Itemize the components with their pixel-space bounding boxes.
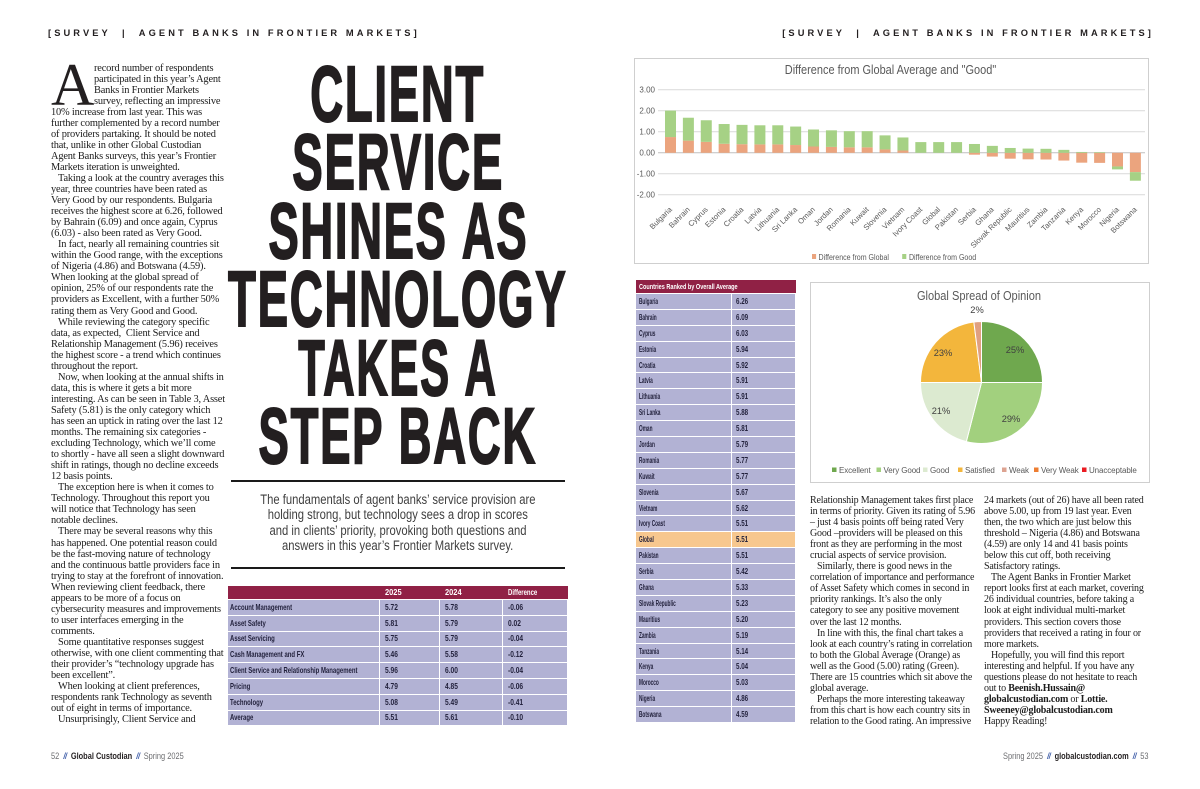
svg-text:Weak: Weak [1009,466,1030,475]
svg-text:Unacceptable: Unacceptable [1089,466,1137,475]
svg-text:3.00: 3.00 [639,85,655,94]
svg-text:0.00: 0.00 [639,148,655,157]
svg-text:21%: 21% [932,406,951,416]
svg-text:25%: 25% [1006,345,1025,355]
svg-text:-1.00: -1.00 [637,169,656,178]
svg-text:Satisfied: Satisfied [965,466,995,475]
svg-text:Good: Good [930,466,949,475]
svg-text:-2.00: -2.00 [637,190,656,199]
svg-text:Very Weak: Very Weak [1041,466,1080,475]
svg-text:2%: 2% [970,305,983,315]
svg-text:2.00: 2.00 [639,106,655,115]
svg-text:29%: 29% [1002,414,1021,424]
svg-text:Excellent: Excellent [839,466,871,475]
svg-text:Very Good: Very Good [884,466,921,475]
svg-text:1.00: 1.00 [639,127,655,136]
svg-text:23%: 23% [934,348,953,358]
svg-text:Croatia: Croatia [722,205,746,229]
